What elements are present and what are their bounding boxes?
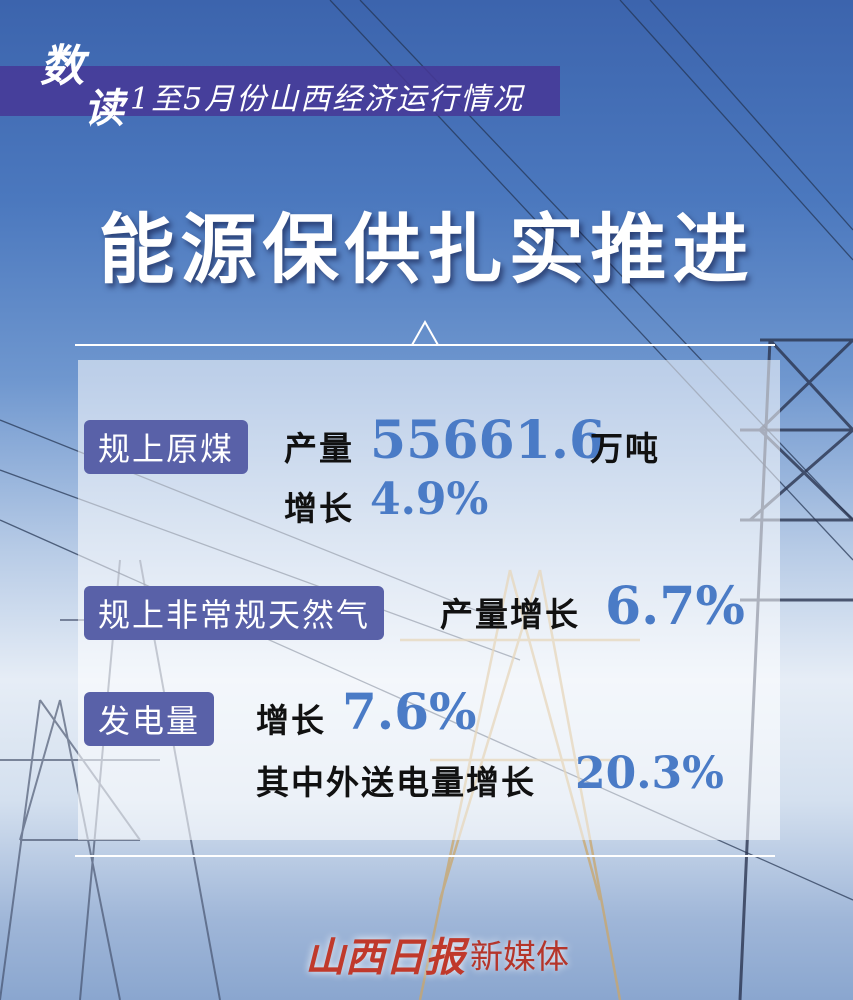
coal-output-unit: 万吨 xyxy=(590,429,660,468)
gas-growth-prefix: 产量增长 xyxy=(440,595,580,634)
gas-growth-value: 6.7% xyxy=(605,576,745,637)
coal-output-value: 55661.6 xyxy=(370,410,606,471)
page-title: 能源保供扎实推进 xyxy=(98,205,755,294)
coal-output-prefix: 产量 xyxy=(284,429,354,468)
divider-top xyxy=(75,344,775,346)
power-growth-value: 7.6% xyxy=(342,682,477,741)
export-growth-value: 20.3% xyxy=(575,748,724,799)
header-subtitle: 1至5月份山西经济运行情况 xyxy=(130,82,525,117)
label-coal: 规上原煤 xyxy=(84,420,249,474)
header-char-du: 读 xyxy=(84,85,124,132)
power-growth-prefix: 增长 xyxy=(256,701,326,740)
divider-bottom xyxy=(75,855,775,857)
label-gas: 规上非常规天然气 xyxy=(84,586,385,640)
header-banner xyxy=(0,66,560,116)
new-media-label: 新媒体 xyxy=(470,937,569,976)
shanxi-daily-logo: 山西日报 xyxy=(305,934,465,981)
coal-growth-value: 4.9% xyxy=(370,474,489,525)
triangle-marker-icon xyxy=(411,319,439,346)
coal-growth-prefix: 增长 xyxy=(284,489,354,528)
label-power: 发电量 xyxy=(84,692,215,746)
export-growth-prefix: 其中外送电量增长 xyxy=(256,763,536,802)
header-char-shu: 数 xyxy=(40,41,84,92)
